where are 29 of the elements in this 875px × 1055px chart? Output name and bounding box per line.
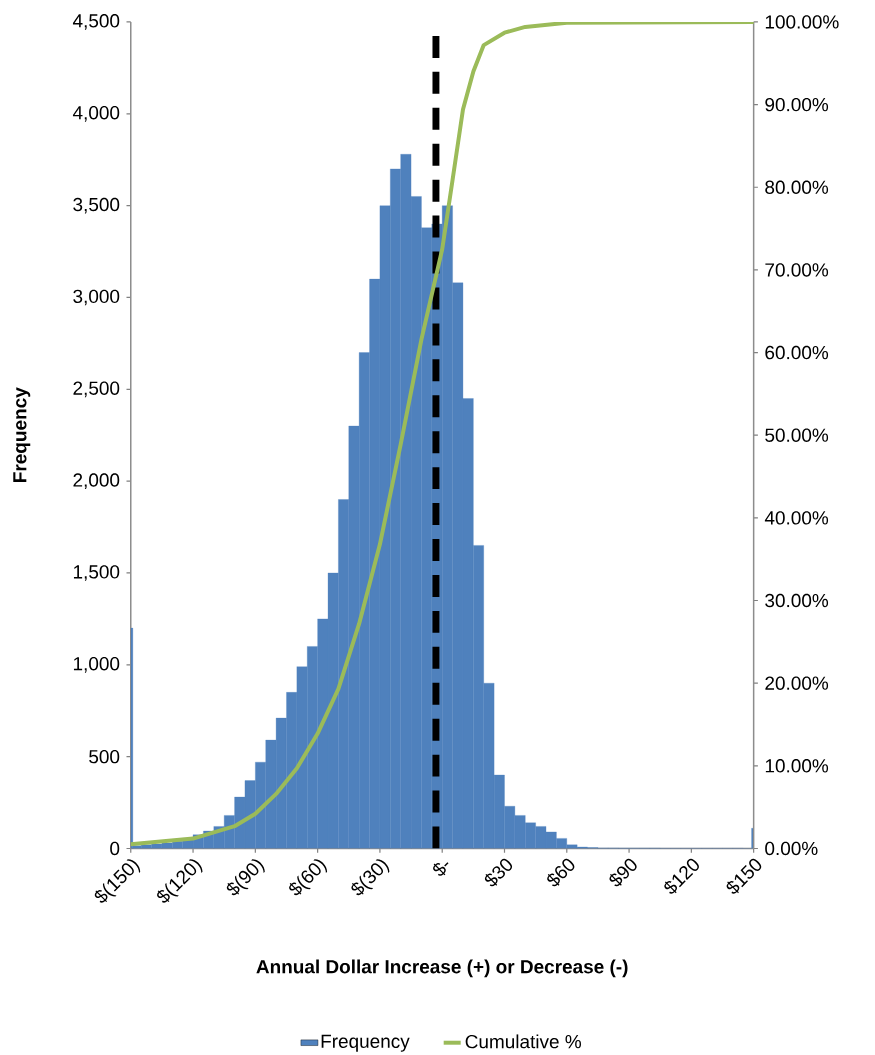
x-tick-label: $90 — [609, 858, 637, 887]
y-tick-label: 1,000 — [73, 656, 120, 673]
y-tick-label: 3,000 — [73, 289, 120, 306]
y2-tick-label: 60.00% — [765, 345, 828, 360]
y2-tick-label: 90.00% — [765, 97, 828, 112]
y-tick-label: 3,500 — [73, 197, 120, 214]
y2-tick-label: 70.00% — [765, 263, 828, 277]
y2-tick-label: 0.00% — [764, 841, 818, 856]
y-tick-label: 2,000 — [73, 473, 120, 489]
y2-tick-label: 10.00% — [765, 759, 828, 773]
y-tick-label: 2,500 — [73, 381, 120, 398]
y2-tick-label: 30.00% — [764, 593, 828, 608]
y-tick-label: 1,500 — [73, 565, 120, 581]
x-tick-label: $30 — [484, 858, 512, 887]
y2-tick-label: 100.00% — [765, 15, 839, 29]
y-tick-label: 4,500 — [72, 14, 120, 30]
y2-tick-label: 20.00% — [765, 676, 828, 690]
x-axis-title: Annual Dollar Increase (+) or Decrease (-) — [256, 959, 628, 978]
y-axis-title: Frequency — [13, 387, 31, 482]
y2-tick-label: 80.00% — [765, 180, 828, 194]
y-tick-label: 500 — [88, 749, 120, 764]
y2-tick-label: 40.00% — [764, 511, 828, 525]
legend-label: Frequency — [321, 1034, 410, 1052]
x-tick-label: $- — [432, 862, 449, 876]
y-tick-label: 0 — [109, 841, 120, 856]
y-tick-label: 4,000 — [72, 105, 120, 122]
legend-label: Cumulative % — [465, 1034, 581, 1049]
x-tick-label: $60 — [546, 858, 575, 887]
y2-tick-label: 50.00% — [764, 428, 828, 442]
